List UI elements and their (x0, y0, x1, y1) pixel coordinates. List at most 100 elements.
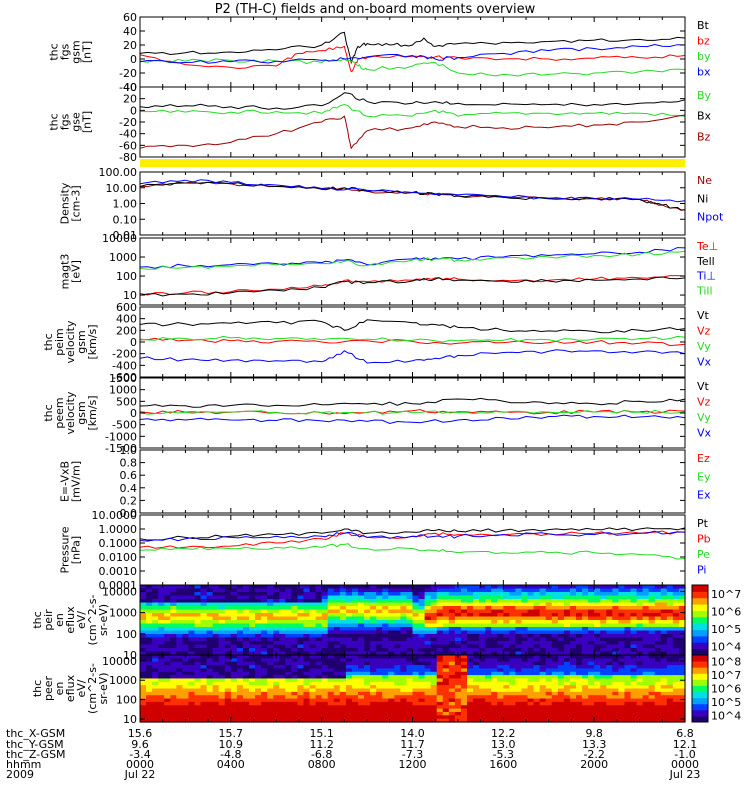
spectrogram-cell (509, 681, 517, 686)
spectrogram-cell (358, 718, 365, 723)
spectrogram-cell (370, 658, 377, 663)
spectrogram-cell (364, 711, 371, 716)
spectrogram-cell (382, 616, 389, 621)
spectrogram-cell (551, 616, 559, 621)
spectrogram-cell (509, 648, 517, 653)
spectrogram-cell (212, 685, 220, 690)
spectrogram-cell (140, 691, 147, 696)
spectrogram-cell (212, 705, 220, 710)
spectrogram-cell (660, 698, 668, 703)
spectrogram-cell (666, 695, 674, 700)
spectrogram-cell (630, 641, 638, 646)
spectrogram-cell (678, 644, 686, 649)
spectrogram-cell (339, 665, 347, 669)
spectrogram-cell (364, 661, 371, 666)
spectrogram-cell (364, 648, 371, 653)
panel-frame (139, 449, 686, 514)
spectrogram-cell (588, 655, 595, 659)
spectrogram-cell (654, 623, 662, 628)
spectrogram-cell (588, 678, 595, 683)
spectrogram-cell (624, 651, 632, 656)
spectrogram-cell (255, 595, 262, 600)
spectrogram-cell (467, 698, 474, 703)
spectrogram-cell (376, 701, 383, 706)
spectrogram-cell (182, 708, 190, 713)
spectrogram-cell (182, 630, 190, 635)
spectrogram-cell (285, 701, 292, 706)
spectrogram-cell (158, 592, 165, 597)
spectrogram-cell (182, 715, 190, 720)
spectrogram-cell (606, 613, 613, 618)
spectrogram-cell (321, 627, 329, 632)
spectrogram-cell (485, 644, 492, 649)
spectrogram-cell (170, 630, 177, 635)
spectrogram-cell (672, 688, 680, 693)
spectrogram-cell (648, 701, 656, 706)
spectrogram-cell (200, 630, 208, 635)
spectrogram-cell (358, 691, 365, 696)
spectrogram-cell (600, 651, 607, 656)
spectrogram-cell (170, 675, 177, 680)
spectrogram-cell (412, 691, 420, 696)
spectrogram-cell (170, 599, 177, 604)
x-axis-value: 9.6 (131, 738, 149, 751)
spectrogram-cell (473, 606, 480, 611)
spectrogram-cell (630, 715, 638, 720)
spectrogram-cell (297, 688, 305, 693)
spectrogram-cell (146, 698, 153, 703)
spectrogram-cell (509, 606, 517, 611)
spectrogram-cell (515, 698, 523, 703)
spectrogram-cell (654, 637, 662, 642)
spectrogram-cell (491, 637, 498, 642)
spectrogram-cell (588, 599, 595, 604)
spectrogram-cell (303, 685, 311, 690)
spectrogram-cell (588, 695, 595, 700)
spectrogram-cell (158, 613, 165, 618)
spectrogram-cell (430, 595, 438, 600)
spectrogram-cell (327, 675, 335, 680)
spectrogram-cell (442, 595, 450, 600)
spectrogram-cell (515, 675, 523, 680)
spectrogram-cell (394, 602, 401, 607)
y-tick-label: 0.0010 (99, 565, 138, 578)
spectrogram-cell (600, 630, 607, 635)
spectrogram-cell (412, 623, 420, 628)
spectrogram-cell (515, 627, 523, 632)
spectrogram-cell (588, 681, 595, 686)
spectrogram-cell (321, 609, 329, 614)
spectrogram-cell (582, 705, 589, 710)
spectrogram-cell (146, 711, 153, 716)
spectrogram-cell (594, 634, 601, 639)
spectrogram-cell (188, 641, 196, 646)
spectrogram-cell (339, 681, 347, 686)
spectrogram-cell (351, 668, 359, 673)
spectrogram-cell (351, 675, 359, 680)
spectrogram-cell (569, 644, 577, 649)
spectrogram-cell (467, 613, 474, 618)
spectrogram-cell (249, 711, 256, 716)
spectrogram-cell (242, 668, 250, 673)
spectrogram-cell (509, 711, 517, 716)
spectrogram-cell (218, 691, 226, 696)
spectrogram-cell (291, 668, 299, 673)
spectrogram-cell (618, 613, 626, 618)
spectrogram-cell (273, 634, 280, 639)
spectrogram-cell (200, 655, 208, 659)
spectrogram-cell (194, 705, 202, 710)
spectrogram-cell (146, 688, 153, 693)
spectrogram-cell (321, 695, 329, 700)
spectrogram-cell (442, 668, 450, 673)
spectrogram-cell (339, 695, 347, 700)
spectrogram-cell (200, 651, 208, 656)
spectrogram-cell (152, 609, 159, 614)
spectrogram-cell (412, 671, 420, 676)
spectrogram-cell (509, 718, 517, 723)
colorbar-tick-label: 10^6 (711, 605, 741, 618)
spectrogram-cell (503, 678, 510, 683)
spectrogram-cell (551, 675, 559, 680)
spectrogram-cell (242, 606, 250, 611)
spectrogram-cell (418, 609, 426, 614)
spectrogram-cell (321, 715, 329, 720)
spectrogram-cell (503, 634, 510, 639)
spectrogram-cell (485, 678, 492, 683)
